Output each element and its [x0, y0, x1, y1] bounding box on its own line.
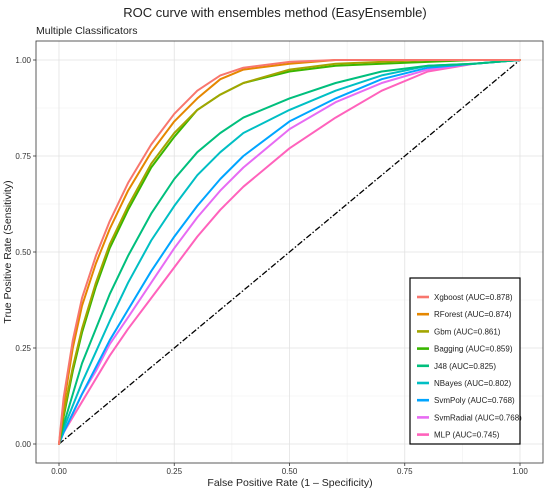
chart-title: ROC curve with ensembles method (EasyEns… [123, 5, 426, 20]
reference-diagonal-line [58, 59, 521, 445]
reference-line [58, 59, 521, 445]
x-tick-label: 0.00 [51, 467, 67, 476]
legend-label: J48 (AUC=0.825) [434, 362, 496, 371]
series-group [58, 59, 521, 445]
series-line [58, 59, 521, 445]
y-tick-label: 0.75 [15, 152, 31, 161]
legend-label: Bagging (AUC=0.859) [434, 345, 513, 354]
series-line [58, 59, 521, 445]
y-tick-label: 0.00 [15, 440, 31, 449]
legend-label: MLP (AUC=0.745) [434, 431, 500, 440]
y-tick-label: 1.00 [15, 56, 31, 65]
legend-label: NBayes (AUC=0.802) [434, 379, 511, 388]
series-line [58, 59, 521, 445]
y-tick-label: 0.25 [15, 344, 31, 353]
y-tick-label: 0.50 [15, 248, 31, 257]
series-line [58, 59, 521, 445]
legend-label: Xgboost (AUC=0.878) [434, 293, 513, 302]
x-tick-label: 0.50 [282, 467, 298, 476]
y-axis-title: True Positive Rate (Sensitivity) [2, 180, 14, 323]
axis-ticks: 0.00 0.00 0.25 0.25 0.50 0.50 0.75 0.75 1.00 1.00 [15, 56, 528, 476]
x-axis-title: False Positive Rate (1 – Specificity) [207, 477, 372, 489]
x-tick-label: 1.00 [512, 467, 528, 476]
x-tick-label: 0.25 [166, 467, 182, 476]
legend-label: SvmPoly (AUC=0.768) [434, 396, 515, 405]
x-tick-label: 0.75 [397, 467, 413, 476]
chart-subtitle: Multiple Classificators [36, 25, 138, 37]
series-line [58, 59, 521, 445]
legend-label: SvmRadial (AUC=0.768) [434, 413, 522, 422]
series-line [58, 59, 521, 445]
legend-label: Gbm (AUC=0.861) [434, 327, 501, 336]
legend-label: RForest (AUC=0.874) [434, 310, 512, 319]
legend: Xgboost (AUC=0.878) RForest (AUC=0.874) Gb… [417, 293, 522, 440]
